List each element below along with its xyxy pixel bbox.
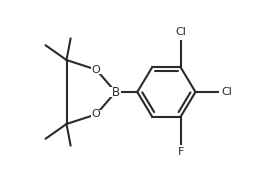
Text: O: O <box>92 109 100 119</box>
Bar <box>91 65 102 74</box>
Text: F: F <box>177 147 184 157</box>
Text: O: O <box>92 65 100 75</box>
Text: Cl: Cl <box>175 27 186 37</box>
Bar <box>176 145 185 153</box>
Bar <box>110 87 121 97</box>
Bar <box>173 28 188 40</box>
Bar <box>91 110 102 119</box>
Bar <box>218 86 233 98</box>
Text: Cl: Cl <box>221 87 232 97</box>
Text: B: B <box>112 86 120 98</box>
